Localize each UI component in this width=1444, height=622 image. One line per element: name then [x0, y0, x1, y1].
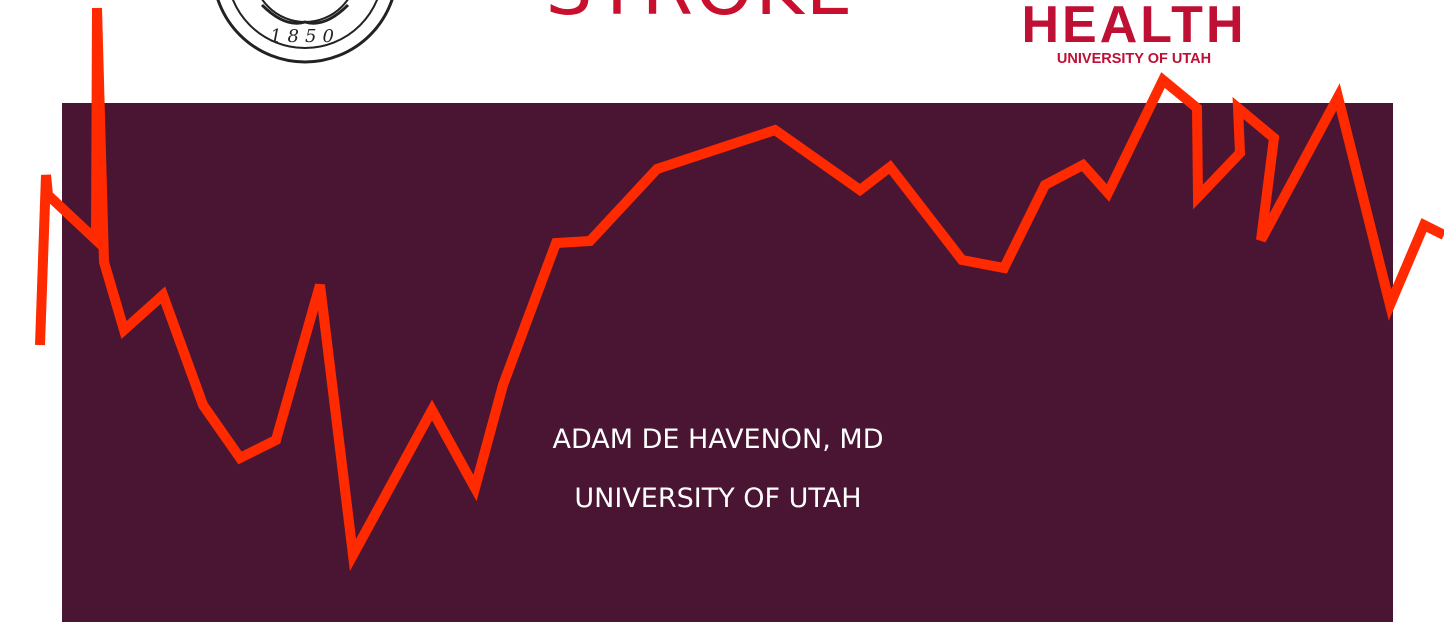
title: STROKE: [545, 0, 854, 32]
presenter-name: ADAM DE HAVENON, MD: [552, 424, 883, 455]
seal: 1850: [216, 0, 394, 64]
presenter-affiliation: UNIVERSITY OF UTAH: [574, 483, 861, 514]
seal-year: 1850: [270, 26, 340, 47]
logo-subtitle: UNIVERSITY OF UTAH: [1057, 51, 1211, 67]
title-panel: [62, 103, 1393, 622]
seal-inner: [231, 0, 379, 49]
seal-outer: [216, 0, 394, 64]
seal-wreath: [260, 3, 350, 25]
decorative-line: [35, 7, 1444, 572]
logo-title: HEALTH: [1021, 0, 1246, 54]
